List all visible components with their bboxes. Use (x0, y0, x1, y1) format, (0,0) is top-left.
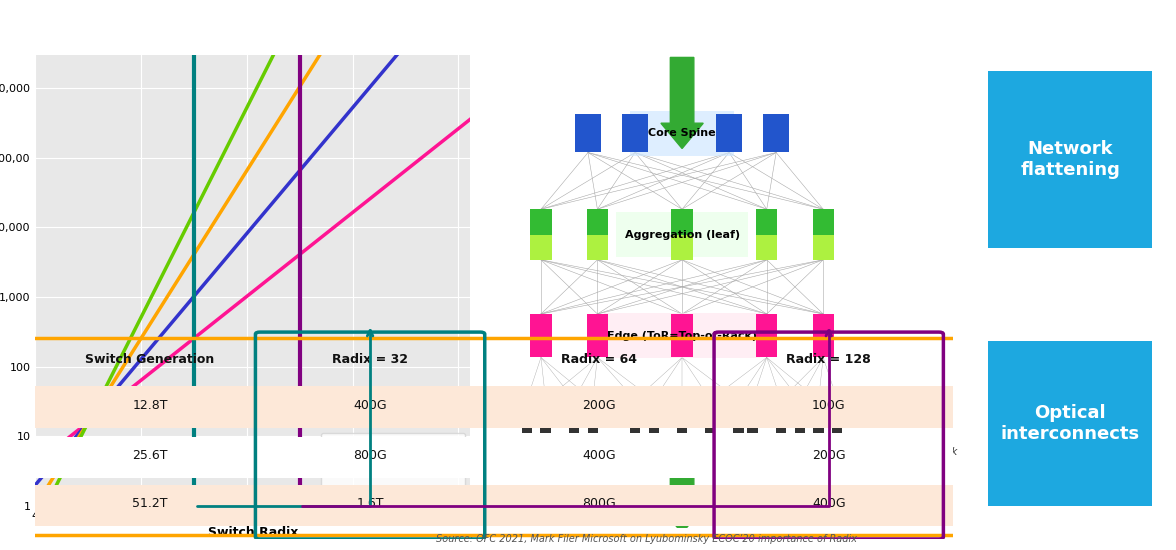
FancyBboxPatch shape (671, 314, 693, 358)
Line: Three Level Network: Three Level Network (35, 0, 470, 485)
FancyBboxPatch shape (814, 400, 823, 433)
Line: Five Level Network: Five Level Network (35, 0, 470, 527)
FancyBboxPatch shape (776, 400, 786, 433)
FancyBboxPatch shape (616, 212, 748, 257)
Five Level Network (46, 489, 60, 496)
FancyBboxPatch shape (541, 400, 550, 433)
Line: Four Level Network: Four Level Network (35, 0, 470, 506)
Text: Switch Generation: Switch Generation (86, 353, 214, 366)
Text: 12.8T: 12.8T (132, 399, 168, 412)
Two Level Network (145, 369, 159, 376)
FancyBboxPatch shape (756, 209, 777, 260)
Two Level Network (109, 397, 123, 403)
FancyBboxPatch shape (734, 400, 743, 433)
FancyBboxPatch shape (530, 314, 552, 358)
FancyBboxPatch shape (671, 234, 693, 260)
Text: 51.2T: 51.2T (132, 497, 168, 510)
Three Level Network (54, 450, 68, 457)
Line: Two Level Network: Two Level Network (35, 119, 470, 464)
Three Level Network (109, 386, 123, 392)
FancyBboxPatch shape (587, 209, 608, 260)
FancyBboxPatch shape (756, 314, 777, 358)
Text: Edge (ToR=Top-of-Rack): Edge (ToR=Top-of-Rack) (607, 331, 757, 340)
Two Level Network (463, 116, 477, 123)
Five Level Network (54, 472, 68, 478)
FancyBboxPatch shape (677, 400, 687, 433)
FancyBboxPatch shape (716, 114, 742, 152)
Text: 400G: 400G (582, 449, 616, 462)
Text: -Source Facebook: -Source Facebook (870, 447, 957, 457)
FancyBboxPatch shape (622, 114, 648, 152)
FancyArrow shape (661, 447, 703, 533)
Three Level Network (145, 344, 159, 350)
FancyBboxPatch shape (756, 234, 777, 260)
FancyBboxPatch shape (706, 400, 715, 433)
Bar (35, 485, 953, 526)
Five Level Network (109, 364, 123, 370)
FancyBboxPatch shape (630, 400, 640, 433)
Text: 800G: 800G (353, 449, 387, 462)
Text: 25.6T: 25.6T (132, 449, 168, 462)
FancyBboxPatch shape (588, 400, 597, 433)
FancyBboxPatch shape (671, 209, 693, 260)
Two Level Network (46, 447, 60, 454)
FancyBboxPatch shape (604, 313, 760, 359)
Three Level Network (46, 461, 60, 468)
Four Level Network (54, 461, 68, 468)
Five Level Network (28, 524, 42, 530)
Text: Source: OFC 2021, Mark Filer Microsoft on Lyubominsky ECOC’20 importance of Radi: Source: OFC 2021, Mark Filer Microsoft o… (436, 535, 857, 544)
Text: Optical
interconnects: Optical interconnects (1001, 404, 1140, 443)
FancyBboxPatch shape (763, 114, 789, 152)
FancyBboxPatch shape (813, 314, 834, 358)
FancyBboxPatch shape (569, 400, 579, 433)
Text: Radix = 128: Radix = 128 (787, 353, 871, 366)
FancyBboxPatch shape (575, 114, 601, 152)
Four Level Network (145, 319, 159, 326)
FancyBboxPatch shape (530, 209, 552, 260)
Text: 200G: 200G (582, 399, 616, 412)
Text: Servers: Servers (659, 414, 706, 424)
Text: 400G: 400G (353, 399, 387, 412)
FancyBboxPatch shape (522, 400, 532, 433)
FancyBboxPatch shape (795, 400, 804, 433)
FancyBboxPatch shape (649, 400, 659, 433)
Text: Core Spine: Core Spine (648, 128, 716, 138)
Legend: Two Level Network, Three Level Network, Four Level Network, Five Level Network: Two Level Network, Three Level Network, … (321, 433, 466, 501)
Bar (35, 437, 953, 478)
Two Level Network (441, 133, 455, 140)
FancyBboxPatch shape (748, 400, 757, 433)
FancyBboxPatch shape (530, 234, 552, 260)
Text: Radix = 32: Radix = 32 (332, 353, 408, 366)
X-axis label: Switch Radix: Switch Radix (208, 526, 298, 540)
Bar (35, 387, 953, 428)
Text: Radix = 64: Radix = 64 (561, 353, 637, 366)
Text: Aggregation (leaf): Aggregation (leaf) (624, 229, 740, 239)
Text: 800G: 800G (582, 497, 616, 510)
Three Level Network (28, 482, 42, 488)
FancyBboxPatch shape (587, 314, 608, 358)
Four Level Network (28, 503, 42, 509)
FancyBboxPatch shape (988, 341, 1152, 506)
Text: 400G: 400G (811, 497, 846, 510)
FancyBboxPatch shape (630, 111, 734, 156)
Four Level Network (109, 375, 123, 381)
Two Level Network (426, 145, 440, 152)
Three Level Network (426, 8, 440, 15)
FancyBboxPatch shape (833, 400, 842, 433)
Text: 1.6T: 1.6T (356, 497, 383, 510)
FancyBboxPatch shape (587, 234, 608, 260)
FancyArrow shape (661, 57, 703, 149)
Two Level Network (28, 461, 42, 468)
Two Level Network (54, 440, 68, 447)
Text: 200G: 200G (811, 449, 846, 462)
Text: Network
flattening: Network flattening (1021, 140, 1120, 179)
Five Level Network (145, 294, 159, 300)
Four Level Network (46, 475, 60, 482)
FancyBboxPatch shape (813, 234, 834, 260)
FancyBboxPatch shape (813, 209, 834, 260)
FancyBboxPatch shape (988, 72, 1152, 248)
Text: 100G: 100G (811, 399, 846, 412)
